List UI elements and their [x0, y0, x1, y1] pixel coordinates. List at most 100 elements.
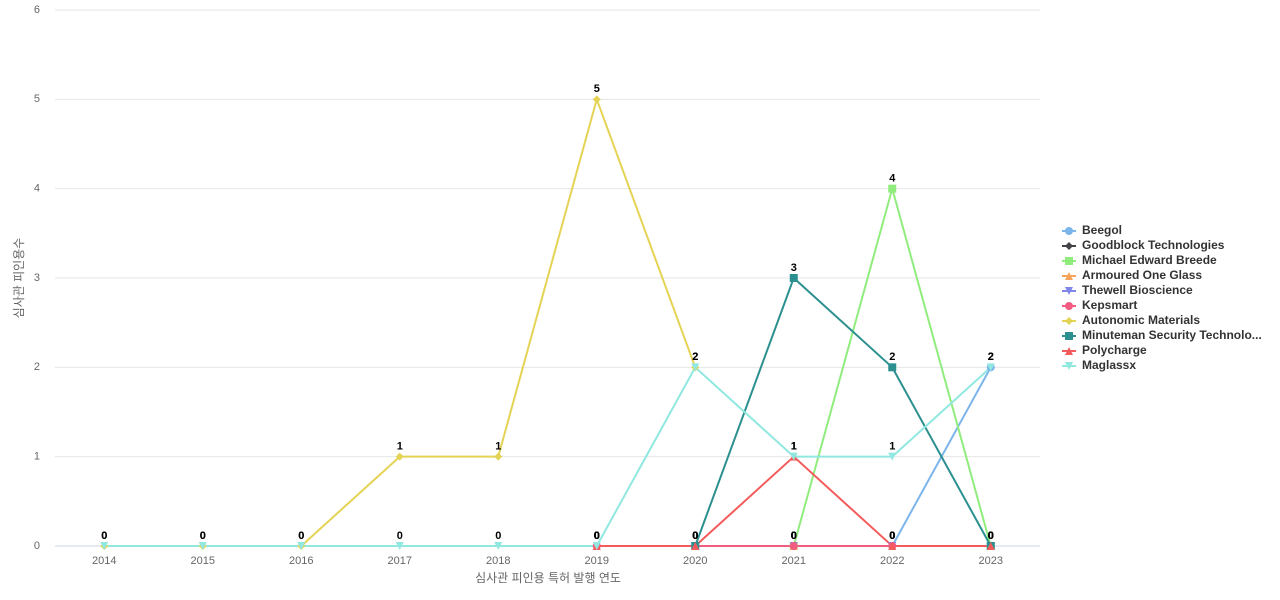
- legend-item[interactable]: Autonomic Materials: [1062, 313, 1200, 327]
- marker: [1065, 272, 1073, 280]
- legend-item[interactable]: Michael Edward Breede: [1062, 253, 1217, 267]
- marker: [1065, 302, 1073, 310]
- series-line: [104, 96, 697, 547]
- marker: [395, 542, 404, 550]
- data-label: 1: [791, 441, 797, 453]
- marker: [691, 542, 700, 550]
- data-label: 1: [791, 441, 797, 453]
- legend-label: Goodblock Technologies: [1082, 238, 1225, 252]
- y-tick-label: 0: [34, 540, 40, 552]
- marker: [198, 542, 207, 550]
- data-label: 2: [988, 351, 994, 363]
- legend-item[interactable]: Polycharge: [1062, 343, 1147, 357]
- marker: [789, 542, 798, 550]
- x-tick-label: 2014: [92, 555, 116, 567]
- legend-item[interactable]: Minuteman Security Technolo...: [1062, 328, 1262, 342]
- y-tick-label: 4: [34, 183, 40, 195]
- data-label: 0: [889, 530, 895, 542]
- data-label: 0: [791, 530, 797, 542]
- data-label: 0: [692, 530, 698, 542]
- data-label: 0: [692, 530, 698, 542]
- data-label: 0: [397, 530, 403, 542]
- marker: [986, 363, 995, 372]
- x-tick-label: 2022: [880, 555, 904, 567]
- data-label: 0: [791, 530, 797, 542]
- y-tick-label: 5: [34, 93, 40, 105]
- data-label: 0: [791, 530, 797, 542]
- data-label: 2: [988, 351, 994, 363]
- marker: [1065, 362, 1073, 370]
- legend-item[interactable]: Thewell Bioscience: [1062, 283, 1193, 297]
- legend-label: Minuteman Security Technolo...: [1082, 328, 1262, 342]
- marker: [1065, 227, 1073, 235]
- legend-label: Autonomic Materials: [1082, 313, 1200, 327]
- marker: [592, 542, 601, 550]
- data-label: 0: [298, 530, 304, 542]
- data-label: 0: [101, 530, 107, 542]
- data-label: 0: [988, 530, 994, 542]
- data-label: 0: [889, 530, 895, 542]
- data-label: 0: [594, 530, 600, 542]
- data-label: 0: [988, 530, 994, 542]
- legend-label: Maglassx: [1082, 358, 1136, 372]
- data-label: 0: [594, 530, 600, 542]
- x-tick-label: 2023: [979, 555, 1003, 567]
- data-label: 0: [594, 530, 600, 542]
- x-tick-label: 2019: [585, 555, 609, 567]
- y-tick-label: 1: [34, 451, 40, 463]
- x-axis-title: 심사관 피인용 특허 발행 연도: [475, 570, 621, 585]
- data-label: 0: [594, 530, 600, 542]
- data-label: 0: [988, 530, 994, 542]
- data-label: 1: [495, 441, 501, 453]
- data-label: 4: [889, 173, 896, 185]
- data-label: 0: [594, 530, 600, 542]
- marker: [986, 542, 995, 550]
- data-label: 0: [594, 530, 600, 542]
- data-label: 5: [594, 83, 600, 95]
- data-label: 0: [988, 530, 994, 542]
- data-label: 0: [889, 530, 895, 542]
- data-label: 0: [988, 530, 994, 542]
- data-label: 0: [495, 530, 501, 542]
- legend-label: Armoured One Glass: [1082, 268, 1202, 282]
- legend-item[interactable]: Armoured One Glass: [1062, 268, 1202, 282]
- marker: [789, 452, 798, 461]
- legend-item[interactable]: Goodblock Technologies: [1062, 238, 1225, 252]
- y-tick-label: 2: [34, 361, 40, 373]
- data-label: 0: [692, 530, 698, 542]
- data-label: 2: [692, 351, 698, 363]
- legend-item[interactable]: Beegol: [1062, 223, 1122, 237]
- marker: [494, 542, 503, 550]
- marker: [297, 542, 306, 550]
- legend-label: Thewell Bioscience: [1082, 283, 1193, 297]
- legend-label: Polycharge: [1082, 343, 1147, 357]
- data-label: 0: [889, 530, 895, 542]
- marker: [1065, 347, 1073, 355]
- data-label: 1: [889, 441, 895, 453]
- y-axis-title: 심사관 피인용수: [12, 238, 26, 319]
- data-label: 0: [791, 530, 797, 542]
- legend-label: Michael Edward Breede: [1082, 253, 1217, 267]
- data-label: 1: [397, 441, 403, 453]
- data-label: 0: [692, 530, 698, 542]
- data-label: 0: [200, 530, 206, 542]
- x-tick-label: 2016: [289, 555, 313, 567]
- marker: [494, 452, 503, 461]
- marker: [789, 274, 798, 282]
- data-label: 0: [889, 530, 895, 542]
- marker: [888, 184, 897, 193]
- data-label: 0: [200, 530, 206, 542]
- y-tick-label: 3: [34, 272, 40, 284]
- legend-item[interactable]: Kepsmart: [1062, 298, 1137, 312]
- data-label: 0: [988, 530, 994, 542]
- series-line: [104, 365, 992, 547]
- x-tick-label: 2017: [388, 555, 412, 567]
- marker: [888, 363, 897, 372]
- data-label: 2: [889, 351, 895, 363]
- legend-label: Kepsmart: [1082, 298, 1137, 312]
- marker: [592, 95, 601, 104]
- y-tick-label: 6: [34, 4, 40, 16]
- marker: [1065, 317, 1073, 325]
- legend-item[interactable]: Maglassx: [1062, 358, 1136, 372]
